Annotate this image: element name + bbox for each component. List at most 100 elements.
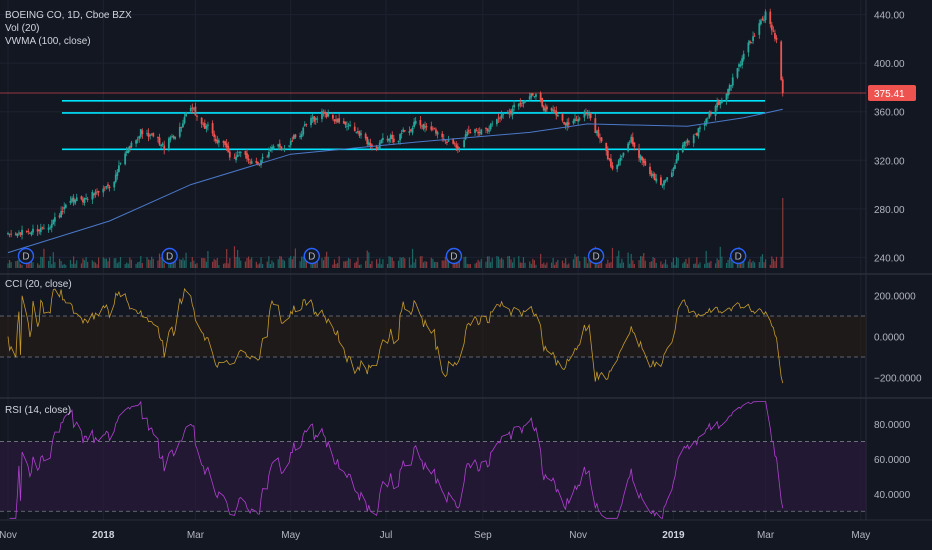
candle-body xyxy=(367,142,370,145)
volume-bar xyxy=(415,258,417,268)
volume-bar xyxy=(500,257,503,268)
volume-bar xyxy=(588,258,590,268)
candle-body xyxy=(422,123,425,129)
volume-bar xyxy=(138,261,140,268)
volume-bar xyxy=(213,258,215,268)
volume-bar xyxy=(30,256,33,268)
candle-body xyxy=(28,233,31,234)
volume-bar xyxy=(663,263,665,268)
volume-bar xyxy=(282,259,284,268)
volume-bar xyxy=(486,256,489,268)
volume-bar xyxy=(730,256,732,268)
candle-body xyxy=(180,127,183,128)
candle-body xyxy=(366,136,369,145)
candle-body xyxy=(327,113,330,117)
candle-body xyxy=(421,125,423,127)
volume-bar xyxy=(436,262,439,268)
volume-bar xyxy=(65,264,67,268)
volume-bar xyxy=(215,260,217,268)
candle-body xyxy=(574,118,576,122)
candle-body xyxy=(325,113,328,117)
candle-body xyxy=(749,41,751,44)
candle-body xyxy=(255,161,258,164)
candle-body xyxy=(633,142,636,148)
volume-bar xyxy=(683,261,685,268)
volume-bar xyxy=(426,261,428,268)
candle-body xyxy=(770,24,773,31)
volume-bar xyxy=(168,262,170,268)
volume-bar xyxy=(749,259,751,268)
candle-body xyxy=(677,152,679,160)
volume-bar xyxy=(174,258,176,268)
candle-body xyxy=(27,231,30,232)
candle-body xyxy=(310,118,312,126)
last-price-value: 375.41 xyxy=(874,89,905,100)
candle-body xyxy=(539,92,542,100)
candle-body xyxy=(58,215,61,218)
candle-body xyxy=(431,128,434,130)
volume-bar xyxy=(205,261,207,268)
candle-body xyxy=(595,131,598,134)
last-price-tag xyxy=(868,85,916,102)
volume-bar xyxy=(60,261,62,268)
candle-body xyxy=(500,114,503,118)
dividend-letter: D xyxy=(735,252,742,263)
volume-bar xyxy=(137,262,139,268)
candle-body xyxy=(608,158,611,160)
candle-body xyxy=(53,217,56,222)
volume-bar xyxy=(51,264,53,268)
volume-bar xyxy=(585,257,587,268)
candle-body xyxy=(542,106,545,111)
time-tick-label: Nov xyxy=(0,530,17,541)
candle-body xyxy=(222,140,225,143)
volume-bar xyxy=(758,262,760,268)
candle-body xyxy=(619,157,622,162)
volume-bar xyxy=(216,258,218,268)
candle-body xyxy=(528,96,531,100)
candle-body xyxy=(430,126,433,130)
candle-body xyxy=(491,123,494,125)
candle-body xyxy=(781,79,784,94)
candle-body xyxy=(664,179,667,181)
cci-line xyxy=(7,287,784,384)
candle-body xyxy=(69,200,72,203)
candle-body xyxy=(639,155,642,160)
candle-body xyxy=(167,138,170,149)
candle-body xyxy=(47,227,50,230)
candle-body xyxy=(402,129,405,133)
candle-body xyxy=(717,101,720,105)
candle-body xyxy=(397,141,400,142)
candle-body xyxy=(485,127,487,129)
volume-bar xyxy=(8,259,11,268)
candle-body xyxy=(200,117,203,124)
candle-body xyxy=(469,132,472,134)
candle-body xyxy=(18,232,20,234)
volume-bar xyxy=(21,264,23,268)
volume-bar xyxy=(633,264,635,268)
cci-legend: CCI (20, close) xyxy=(5,278,72,291)
dividend-letter: D xyxy=(22,252,29,263)
volume-bar xyxy=(388,256,390,268)
volume-bar xyxy=(661,264,664,268)
volume-bar xyxy=(279,256,281,268)
volume-bar xyxy=(476,262,478,268)
price-tick-label: 240.00 xyxy=(874,253,905,264)
volume-bar xyxy=(249,259,251,268)
candle-body xyxy=(225,143,228,148)
candle-body xyxy=(761,18,764,21)
volume-bar xyxy=(376,259,378,268)
volume-bar xyxy=(622,262,625,268)
candle-body xyxy=(616,164,619,170)
candle-body xyxy=(496,119,498,125)
candle-body xyxy=(486,128,489,131)
candle-body xyxy=(196,115,198,117)
candle-body xyxy=(96,191,98,193)
candle-body xyxy=(628,142,631,143)
candle-body xyxy=(520,105,523,107)
volume-bar xyxy=(63,263,65,268)
volume-bar xyxy=(43,248,45,268)
volume-bar xyxy=(19,264,22,268)
volume-bar xyxy=(190,261,192,268)
candle-body xyxy=(178,126,181,137)
